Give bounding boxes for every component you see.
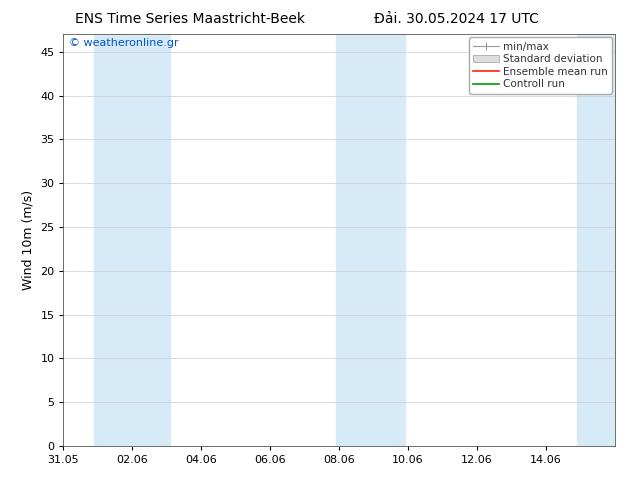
Bar [336,34,404,446]
Text: © weatheronline.gr: © weatheronline.gr [69,38,179,49]
Bar [577,34,615,446]
Y-axis label: Wind 10m (m/s): Wind 10m (m/s) [22,190,35,290]
Text: Đải. 30.05.2024 17 UTC: Đải. 30.05.2024 17 UTC [374,12,539,26]
Text: ENS Time Series Maastricht-Beek: ENS Time Series Maastricht-Beek [75,12,305,26]
Bar [94,34,171,446]
Legend: min/max, Standard deviation, Ensemble mean run, Controll run: min/max, Standard deviation, Ensemble me… [469,37,612,94]
